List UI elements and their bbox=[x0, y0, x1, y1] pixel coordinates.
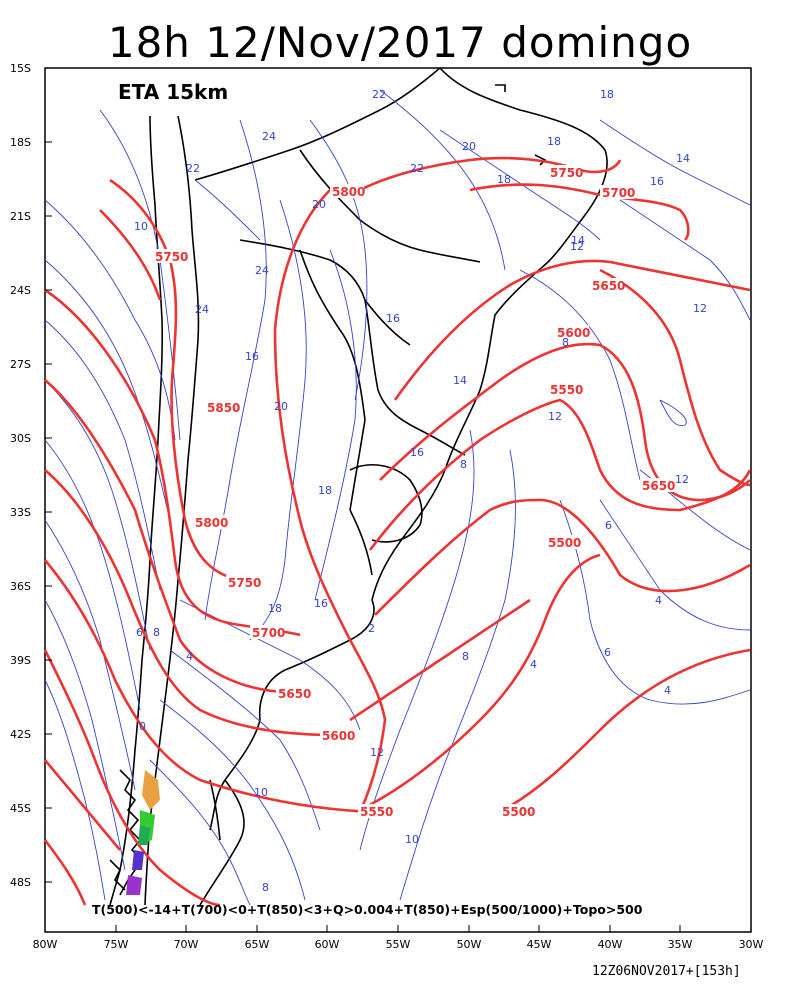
temp-label: 14 bbox=[676, 152, 690, 165]
thickness-label-5600: 5600 bbox=[322, 729, 355, 743]
thickness-label-5700: 5700 bbox=[252, 626, 285, 640]
x-tick-label: 30W bbox=[738, 938, 764, 951]
x-tick-label: 60W bbox=[314, 938, 340, 951]
temp-label: 12 bbox=[570, 240, 584, 253]
thickness-label-5800: 5800 bbox=[195, 516, 228, 530]
model-label: ETA 15km bbox=[118, 80, 229, 104]
thickness-label-5550: 5550 bbox=[360, 805, 393, 819]
thickness-label-5750: 5750 bbox=[155, 250, 188, 264]
temp-label: 4 bbox=[655, 594, 662, 607]
temp-label: 20 bbox=[462, 140, 476, 153]
legend-text: T(500)<-14+T(700)<0+T(850)<3+Q>0.004+T(8… bbox=[92, 902, 643, 917]
map-title: 18h 12/Nov/2017 domingo bbox=[107, 18, 693, 67]
x-tick-label: 80W bbox=[32, 938, 58, 951]
temp-label: 18 bbox=[318, 484, 332, 497]
temp-label: 10 bbox=[134, 220, 148, 233]
y-tick-label: 21S bbox=[10, 210, 31, 223]
x-tick-label: 70W bbox=[173, 938, 199, 951]
thickness-label-5750: 5750 bbox=[228, 576, 261, 590]
temp-label: 20 bbox=[312, 198, 326, 211]
temp-label: 10 bbox=[254, 786, 268, 799]
temp-label: 8 bbox=[262, 881, 269, 894]
thickness-label-5650: 5650 bbox=[278, 687, 311, 701]
temp-label: 16 bbox=[650, 175, 664, 188]
temp-label: 24 bbox=[255, 264, 269, 277]
temperature-isolines bbox=[44, 89, 751, 906]
y-tick-label: 18S bbox=[10, 136, 31, 149]
y-tick-label: 36S bbox=[10, 580, 31, 593]
temp-label: 18 bbox=[497, 173, 511, 186]
temp-label: 0 bbox=[139, 720, 146, 733]
x-tick-label: 65W bbox=[244, 938, 270, 951]
temp-label: 18 bbox=[268, 602, 282, 615]
x-tick-label: 40W bbox=[597, 938, 623, 951]
temp-label: 16 bbox=[386, 312, 400, 325]
x-tick-label: 50W bbox=[456, 938, 482, 951]
temp-label: 6 bbox=[605, 519, 612, 532]
temp-label: 8 bbox=[153, 626, 160, 639]
thickness-label-5600: 5600 bbox=[557, 326, 590, 340]
temp-label: 24 bbox=[195, 303, 209, 316]
temp-label: 12 bbox=[693, 302, 707, 315]
temp-label: 22 bbox=[372, 88, 386, 101]
temp-label: 16 bbox=[410, 446, 424, 459]
thickness-label-5650: 5650 bbox=[592, 279, 625, 293]
y-tick-label: 15S bbox=[10, 62, 31, 75]
thickness-label-5800: 5800 bbox=[332, 185, 365, 199]
temp-label: 18 bbox=[547, 135, 561, 148]
y-tick-label: 45S bbox=[10, 802, 31, 815]
temp-label: 4 bbox=[186, 650, 193, 663]
thickness-label-5750: 5750 bbox=[550, 166, 583, 180]
x-tick-label: 45W bbox=[526, 938, 552, 951]
temp-label: 16 bbox=[314, 597, 328, 610]
thickness-labels: 5800 5750 5700 5750 5650 5600 5550 5850 … bbox=[153, 165, 675, 819]
x-tick-label: 75W bbox=[103, 938, 129, 951]
temp-label: 8 bbox=[462, 650, 469, 663]
y-tick-label: 42S bbox=[10, 728, 31, 741]
tick-marks bbox=[44, 67, 752, 932]
temp-label: 4 bbox=[664, 684, 671, 697]
temp-label: 14 bbox=[571, 234, 585, 247]
thickness-label-5850: 5850 bbox=[207, 401, 240, 415]
temp-label: 12 bbox=[675, 473, 689, 486]
x-tick-label: 55W bbox=[385, 938, 411, 951]
y-tick-label: 24S bbox=[10, 284, 31, 297]
y-tick-label: 27S bbox=[10, 358, 31, 371]
temp-label: 20 bbox=[274, 400, 288, 413]
temp-label: 12 bbox=[370, 746, 384, 759]
thickness-label-5700: 5700 bbox=[602, 186, 635, 200]
temp-label: 10 bbox=[405, 833, 419, 846]
temp-label: 12 bbox=[548, 410, 562, 423]
temp-label: 8 bbox=[460, 458, 467, 471]
temp-label: 16 bbox=[245, 350, 259, 363]
temp-label: 6 bbox=[136, 626, 143, 639]
y-tick-label: 39S bbox=[10, 654, 31, 667]
thickness-label-5500: 5500 bbox=[548, 536, 581, 550]
temperature-labels: 22 20 18 14 16 12 18 24 22 24 24 16 20 1… bbox=[134, 88, 707, 894]
temp-label: 14 bbox=[453, 374, 467, 387]
temp-label: 22 bbox=[186, 162, 200, 175]
thickness-label-5550: 5550 bbox=[550, 383, 583, 397]
thickness-label-5500: 5500 bbox=[502, 805, 535, 819]
x-tick-label: 35W bbox=[667, 938, 693, 951]
y-tick-label: 48S bbox=[10, 876, 31, 889]
run-label: 12Z06NOV2017+[153h] bbox=[592, 964, 741, 979]
shaded-patches bbox=[126, 770, 160, 895]
temp-label: 2 bbox=[368, 622, 375, 635]
y-tick-label: 33S bbox=[10, 506, 31, 519]
temp-label: 6 bbox=[604, 646, 611, 659]
thickness-label-5650: 5650 bbox=[642, 479, 675, 493]
thickness-contours bbox=[43, 156, 752, 907]
y-tick-label: 30S bbox=[10, 432, 31, 445]
temp-label: 8 bbox=[562, 336, 569, 349]
temp-label: 22 bbox=[410, 162, 424, 175]
temp-label: 4 bbox=[530, 658, 537, 671]
temp-label: 18 bbox=[600, 88, 614, 101]
temp-label: 24 bbox=[262, 130, 276, 143]
